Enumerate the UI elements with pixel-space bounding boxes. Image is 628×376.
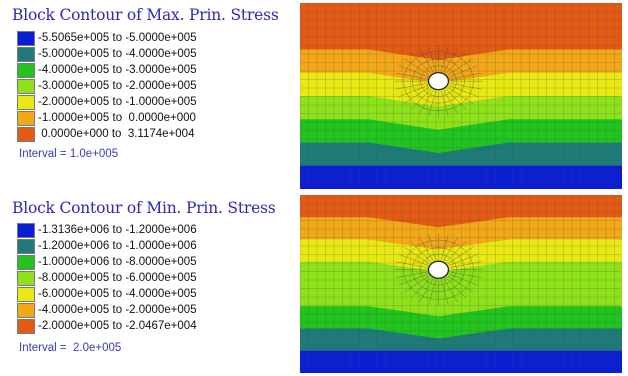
radial-mesh bbox=[394, 233, 483, 306]
excavation-opening bbox=[427, 71, 450, 91]
mesh-ring bbox=[420, 254, 457, 286]
mesh-line bbox=[445, 241, 467, 263]
mesh-line bbox=[447, 58, 473, 76]
legend-swatch bbox=[17, 319, 35, 334]
contour-band bbox=[300, 165, 622, 189]
mesh-line bbox=[395, 261, 427, 268]
legend-label: -2.0000e+005 to -2.0467e+004 bbox=[38, 320, 197, 332]
legend-swatch bbox=[17, 239, 35, 254]
mesh-line bbox=[449, 65, 479, 77]
legend-label: -5.5065e+005 to -5.0000e+005 bbox=[38, 32, 197, 44]
mesh-line bbox=[440, 279, 449, 305]
mesh-line bbox=[445, 52, 467, 74]
mesh-line bbox=[450, 83, 482, 90]
mesh-line bbox=[449, 85, 479, 97]
mesh-line bbox=[445, 277, 467, 299]
legend-label: -3.0000e+005 to -2.0000e+005 bbox=[38, 80, 197, 92]
contour-band bbox=[300, 142, 622, 167]
block-grid bbox=[300, 195, 622, 373]
mesh-line bbox=[395, 271, 427, 278]
mesh-ring bbox=[403, 51, 474, 112]
mesh-line bbox=[398, 273, 428, 286]
interval-label: Interval = 1.0e+005 bbox=[19, 148, 119, 160]
legend-label: -1.3136e+006 to -1.2000e+006 bbox=[38, 224, 197, 236]
mesh-line bbox=[403, 58, 430, 76]
contour-plot bbox=[300, 3, 622, 189]
mesh-line bbox=[428, 90, 437, 117]
mesh-ring bbox=[403, 239, 474, 300]
radial-mesh bbox=[394, 45, 483, 118]
mesh-line bbox=[410, 277, 432, 299]
legend-label: -1.0000e+005 to 0.0000e+000 bbox=[38, 112, 196, 124]
block-grid bbox=[300, 3, 622, 189]
panel-title: Block Contour of Min. Prin. Stress bbox=[12, 199, 276, 217]
legend-label: -5.0000e+005 to -4.0000e+005 bbox=[38, 48, 197, 60]
mesh-line bbox=[410, 241, 432, 263]
mesh-line bbox=[440, 234, 449, 261]
legend-swatch bbox=[17, 287, 35, 302]
mesh-line bbox=[419, 237, 434, 261]
legend-swatch bbox=[17, 95, 35, 110]
mesh-line bbox=[403, 87, 430, 104]
legend-swatch bbox=[17, 303, 35, 318]
legend-label: 0.0000e+000 to 3.1174e+004 bbox=[38, 128, 195, 140]
mesh-line bbox=[450, 72, 482, 80]
mesh-line bbox=[419, 90, 434, 114]
mesh-line bbox=[447, 247, 473, 264]
contour-bands bbox=[300, 195, 622, 373]
legend-label: -4.0000e+005 to -2.0000e+005 bbox=[38, 304, 197, 316]
mesh-line bbox=[419, 48, 434, 73]
interval-label: Interval = 2.0e+005 bbox=[19, 342, 122, 354]
mesh-line bbox=[403, 275, 430, 293]
mesh-line bbox=[443, 237, 458, 261]
mesh-line bbox=[395, 72, 427, 80]
mesh-line bbox=[410, 88, 432, 110]
mesh-line bbox=[449, 273, 479, 286]
mesh-line bbox=[419, 278, 434, 303]
legend-swatch bbox=[17, 31, 35, 46]
mesh-ring bbox=[420, 65, 457, 97]
mesh-ring bbox=[412, 58, 465, 104]
legend-swatch bbox=[17, 271, 35, 286]
legend-swatch bbox=[17, 63, 35, 78]
mesh-ring bbox=[412, 247, 465, 293]
legend-label: -1.2000e+006 to -1.0000e+006 bbox=[38, 240, 197, 252]
mesh-line bbox=[445, 88, 467, 110]
mesh-line bbox=[443, 48, 458, 73]
mesh-line bbox=[403, 247, 430, 264]
excavation-opening bbox=[427, 260, 450, 279]
mesh-line bbox=[398, 85, 428, 97]
mesh-line bbox=[428, 279, 437, 305]
mesh-line bbox=[450, 261, 482, 268]
legend-swatch bbox=[17, 111, 35, 126]
legend-swatch bbox=[17, 223, 35, 238]
legend-swatch bbox=[17, 47, 35, 62]
mesh-line bbox=[398, 65, 428, 77]
mesh-line bbox=[398, 253, 428, 266]
contour-band bbox=[300, 328, 622, 352]
legend-label: -6.0000e+005 to -4.0000e+005 bbox=[38, 288, 197, 300]
legend-label: -2.0000e+005 to -1.0000e+005 bbox=[38, 96, 197, 108]
mesh-line bbox=[428, 234, 437, 261]
legend-label: -8.0000e+005 to -6.0000e+005 bbox=[38, 272, 197, 284]
contour-band bbox=[300, 350, 622, 373]
mesh-line bbox=[410, 52, 432, 74]
mesh-line bbox=[447, 87, 473, 104]
panel-title: Block Contour of Max. Prin. Stress bbox=[12, 6, 279, 24]
legend-swatch bbox=[17, 127, 35, 142]
mesh-line bbox=[440, 45, 449, 72]
mesh-line bbox=[440, 90, 449, 117]
mesh-line bbox=[395, 83, 427, 90]
mesh-line bbox=[449, 253, 479, 266]
mesh-line bbox=[447, 275, 473, 293]
legend-swatch bbox=[17, 255, 35, 270]
contour-plot bbox=[300, 195, 622, 373]
mesh-line bbox=[450, 271, 482, 278]
legend-swatch bbox=[17, 79, 35, 94]
mesh-line bbox=[443, 90, 458, 114]
mesh-line bbox=[443, 278, 458, 303]
legend-label: -4.0000e+005 to -3.0000e+005 bbox=[38, 64, 197, 76]
mesh-line bbox=[428, 45, 437, 72]
legend-label: -1.0000e+006 to -8.0000e+005 bbox=[38, 256, 197, 268]
